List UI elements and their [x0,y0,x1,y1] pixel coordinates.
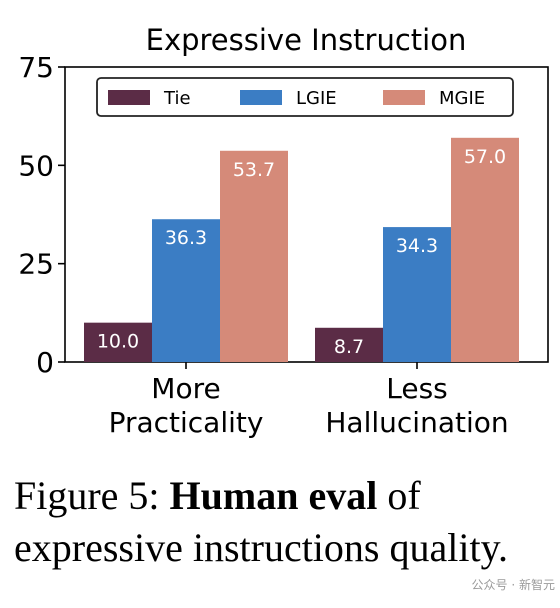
legend-label: Tie [163,88,191,109]
chart-bars: 10.0 36.3 53.7 8.7 34.3 57.0 [84,137,519,362]
watermark-text: 公众号 · 新智元 [471,578,555,592]
bar-tie [84,322,152,362]
caption-bold: Human eval [169,473,378,518]
chart-title: Expressive Instruction [146,23,467,57]
x-tick-label: Practicality [109,406,264,439]
y-tick-label: 0 [36,346,54,379]
legend-label: MGIE [439,88,485,109]
caption-rest: of expressive instructions quality. [14,473,508,570]
y-tick-label: 50 [18,149,54,182]
plot-frame [64,66,549,363]
y-tick-label: 25 [18,248,54,281]
legend-swatch [240,90,282,105]
x-tick-label: Less [386,372,448,405]
bar-value-label: 53.7 [233,159,275,181]
y-tick-label: 75 [18,51,54,84]
bar-value-label: 36.3 [165,227,207,249]
bar-value-label: 57.0 [464,146,506,168]
bar-value-label: 10.0 [97,331,139,353]
bar-chart: Expressive Instruction 0 25 50 75 MorePracti… [18,23,549,439]
legend-swatch [108,90,150,105]
legend-box [96,77,514,117]
legend-swatch [383,90,425,105]
caption-prefix: Figure 5: [14,473,170,518]
bar-tie [315,327,383,362]
bar-mgie [220,150,288,362]
x-tick-label: More [151,372,220,405]
figure-caption: Figure 5: Human eval of expressive instr… [14,470,549,574]
chart-legend: Tie LGIE MGIE [96,77,514,117]
bar-value-label: 34.3 [396,235,438,257]
bar-lgie [152,219,220,362]
legend-label: LGIE [296,88,337,109]
bar-lgie [383,227,451,362]
bar-value-label: 8.7 [334,336,364,358]
bar-mgie [451,137,519,362]
x-tick-label: Hallucination [325,406,508,439]
